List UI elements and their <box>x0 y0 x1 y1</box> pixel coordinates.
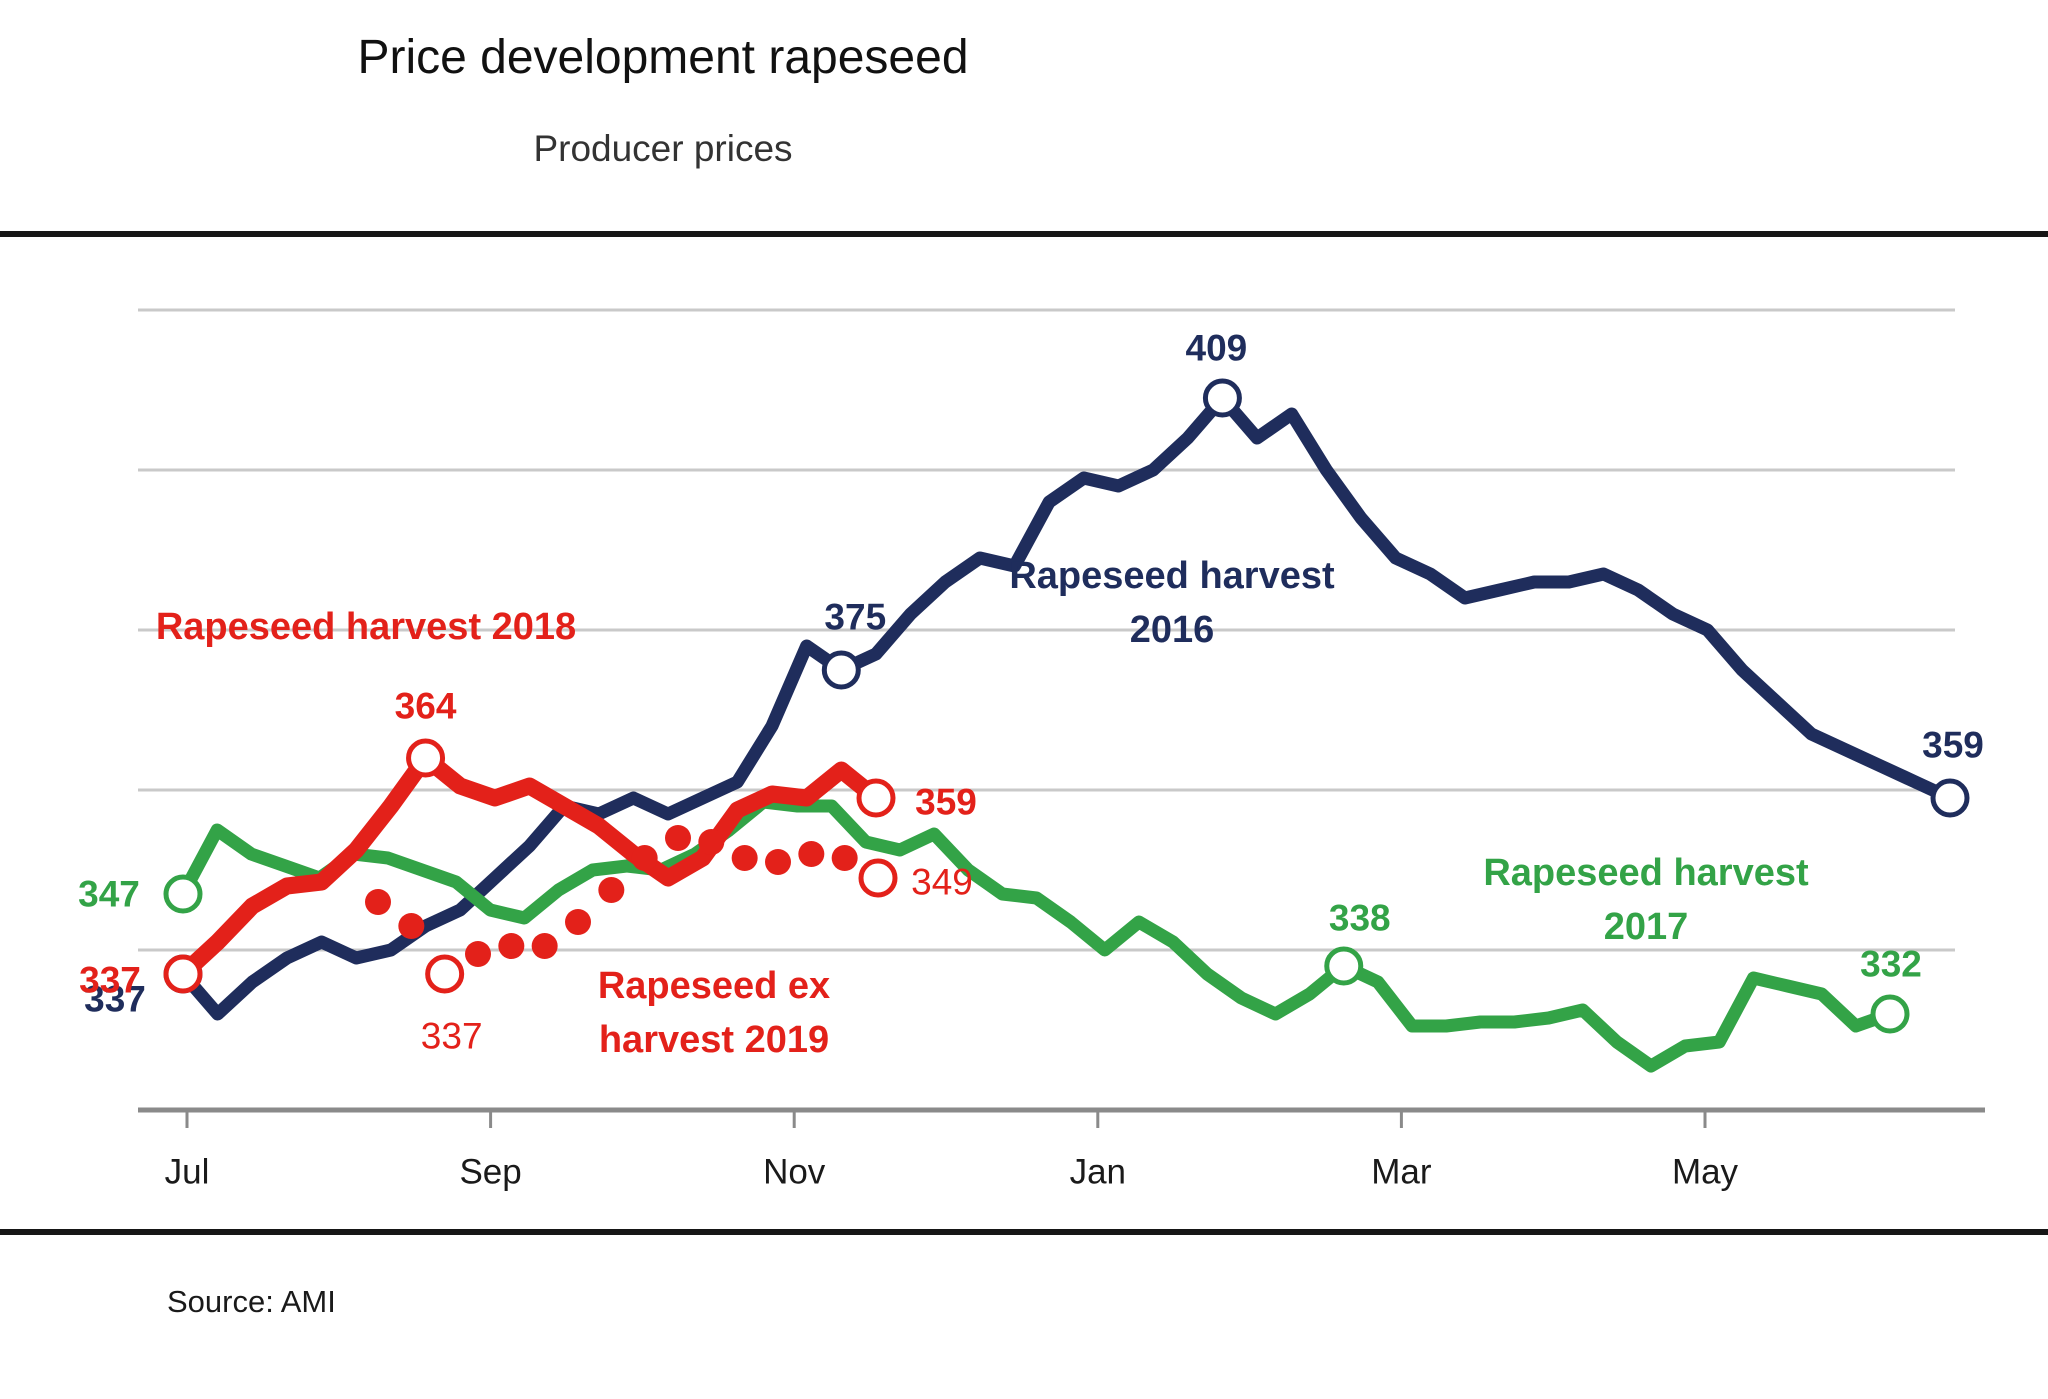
page-subtitle: Producer prices <box>533 128 793 169</box>
marker-h2017-338 <box>1324 946 1364 986</box>
series-dot-ex2019 <box>831 845 858 871</box>
x-axis-label-Sep: Sep <box>459 1153 521 1192</box>
series-label-ex-harvest-2019: Rapeseed ex harvest 2019 <box>598 960 830 1068</box>
source-note: Source: AMI <box>167 1284 336 1319</box>
series-label-text: harvest 2019 <box>598 1019 830 1061</box>
value-label-h2017-332: 332 <box>1860 944 1922 985</box>
marker-ex2019-337 <box>425 954 465 994</box>
series-label-text: Rapeseed ex <box>597 965 831 1008</box>
series-dot-ex2019 <box>631 845 658 871</box>
x-axis-label-Jul: Jul <box>165 1153 210 1192</box>
value-label-ex2019-337: 337 <box>421 1016 483 1057</box>
series-dot-ex2019 <box>398 913 425 939</box>
x-axis-label-Jan: Jan <box>1070 1153 1126 1192</box>
series-label-harvest-2018: Rapeseed harvest 2018 <box>156 601 576 655</box>
value-label-h2017-347: 347 <box>78 874 140 915</box>
page-title: Price development rapeseed <box>357 31 969 84</box>
value-label-h2016-359: 359 <box>1922 725 1984 766</box>
x-axis-label-May: May <box>1672 1153 1739 1192</box>
value-label-h2018-364: 364 <box>395 686 457 727</box>
marker-h2016-359 <box>1930 778 1970 818</box>
series-line-h2018 <box>174 749 885 983</box>
bottom-divider-line <box>0 1229 2048 1235</box>
value-label-h2017-338: 338 <box>1329 898 1391 939</box>
value-label-h2016-375: 375 <box>824 597 886 638</box>
marker-h2018-359 <box>856 778 896 818</box>
series-dot-ex2019 <box>765 849 791 875</box>
series-label-text: Rapeseed harvest 2018 <box>155 606 577 649</box>
series-dot-ex2019 <box>665 825 691 851</box>
value-label-ex2019-349: 349 <box>911 862 973 903</box>
value-label-h2018-337: 337 <box>79 960 141 1001</box>
series-dot-ex2019 <box>498 933 525 959</box>
series-dot-ex2019 <box>565 909 591 935</box>
series-dot-ex2019 <box>731 845 758 871</box>
series-dot-ex2019 <box>698 829 725 855</box>
series-dot-ex2019 <box>598 877 625 903</box>
series-dot-ex2019 <box>798 841 825 867</box>
series-label-text: 2017 <box>1603 906 1689 948</box>
value-label-h2018-359: 359 <box>915 782 977 823</box>
series-line-h2017 <box>176 795 1897 1073</box>
series-label-harvest-2017: Rapeseed harvest 2017 <box>1483 847 1808 955</box>
series-dot-ex2019 <box>365 889 391 915</box>
value-label-h2016-337: 337 <box>84 979 146 1020</box>
series-label-harvest-2016: Rapeseed harvest 2016 <box>1009 550 1334 658</box>
top-divider-line <box>0 231 2048 237</box>
x-axis-label-Mar: Mar <box>1371 1153 1432 1192</box>
series-label-text: Rapeseed harvest <box>1483 852 1809 895</box>
series-dot-ex2019 <box>531 933 558 959</box>
series-dot-ex2019 <box>465 941 491 967</box>
marker-h2018-337 <box>163 954 203 994</box>
x-axis-label-Nov: Nov <box>763 1153 826 1192</box>
series-label-text: 2016 <box>1129 609 1215 651</box>
marker-ex2019-349 <box>858 858 898 898</box>
marker-h2017-347 <box>163 874 203 914</box>
marker-h2018-364 <box>406 738 446 778</box>
marker-h2017-332 <box>1870 994 1910 1034</box>
marker-h2016-375 <box>821 650 861 690</box>
series-label-text: Rapeseed harvest <box>1009 555 1335 598</box>
marker-h2016-409 <box>1202 378 1242 418</box>
value-label-h2016-409: 409 <box>1186 328 1248 369</box>
